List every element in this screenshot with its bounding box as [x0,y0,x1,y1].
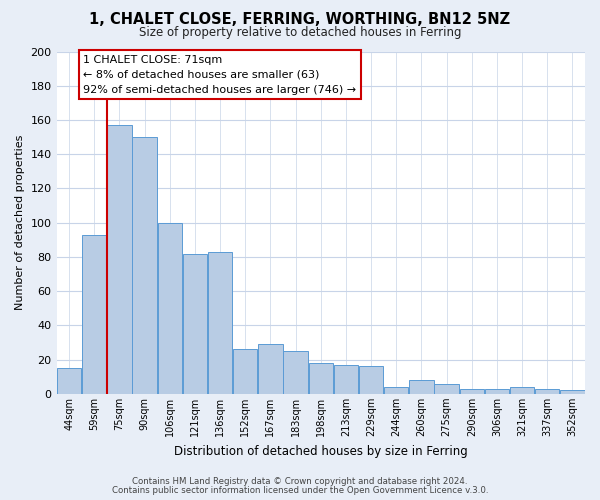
Bar [409,380,434,394]
Bar [107,125,131,394]
Bar [560,390,584,394]
Bar [308,363,333,394]
Bar [57,368,82,394]
Bar [359,366,383,394]
Bar [384,387,409,394]
Bar [258,344,283,394]
Bar [434,384,459,394]
Bar [283,351,308,394]
Text: 1 CHALET CLOSE: 71sqm
← 8% of detached houses are smaller (63)
92% of semi-detac: 1 CHALET CLOSE: 71sqm ← 8% of detached h… [83,55,356,94]
Bar [208,252,232,394]
Bar [82,234,106,394]
Y-axis label: Number of detached properties: Number of detached properties [15,135,25,310]
Bar [535,389,559,394]
X-axis label: Distribution of detached houses by size in Ferring: Distribution of detached houses by size … [174,444,467,458]
Text: Contains public sector information licensed under the Open Government Licence v.: Contains public sector information licen… [112,486,488,495]
Bar [158,222,182,394]
Bar [485,389,509,394]
Bar [334,365,358,394]
Text: 1, CHALET CLOSE, FERRING, WORTHING, BN12 5NZ: 1, CHALET CLOSE, FERRING, WORTHING, BN12… [89,12,511,28]
Bar [183,254,207,394]
Text: Size of property relative to detached houses in Ferring: Size of property relative to detached ho… [139,26,461,39]
Bar [133,137,157,394]
Bar [510,387,534,394]
Text: Contains HM Land Registry data © Crown copyright and database right 2024.: Contains HM Land Registry data © Crown c… [132,477,468,486]
Bar [233,350,257,394]
Bar [460,389,484,394]
